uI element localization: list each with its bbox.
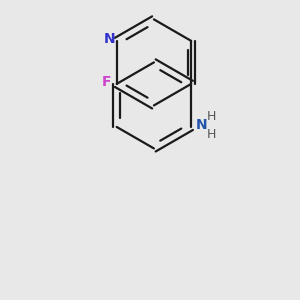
Text: F: F [102,75,111,89]
Text: N: N [196,118,207,132]
Text: H: H [207,128,216,141]
Text: N: N [104,32,116,46]
Text: H: H [207,110,216,123]
